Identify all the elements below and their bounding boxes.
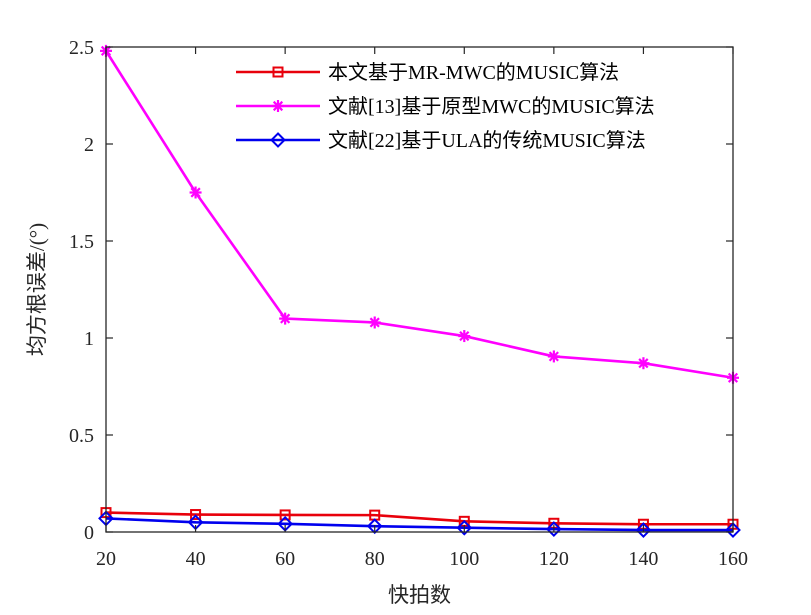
x-tick-label: 120 bbox=[539, 548, 569, 570]
legend-label: 文献[13]基于原型MWC的MUSIC算法 bbox=[328, 95, 655, 118]
y-tick-label: 1.5 bbox=[69, 231, 94, 253]
x-tick-label: 80 bbox=[365, 548, 385, 570]
series-2-point bbox=[547, 350, 560, 363]
series-2-point bbox=[458, 330, 471, 343]
y-tick-label: 1 bbox=[84, 328, 94, 350]
legend-label: 本文基于MR-MWC的MUSIC算法 bbox=[328, 61, 619, 84]
series-3-point bbox=[725, 522, 741, 538]
y-tick-label: 0.5 bbox=[69, 425, 94, 447]
plot-area bbox=[106, 47, 733, 532]
legend-marker bbox=[272, 66, 284, 78]
series-2-point bbox=[189, 186, 202, 199]
series-3-point bbox=[366, 518, 383, 535]
series-3-point bbox=[545, 521, 562, 538]
series-3-line bbox=[105, 517, 733, 532]
legend-label: 文献[22]基于ULA的传统MUSIC算法 bbox=[328, 129, 646, 152]
x-axis-label: 快拍数 bbox=[388, 583, 451, 607]
series-1-line bbox=[105, 511, 733, 526]
y-tick-label: 2.5 bbox=[69, 37, 94, 59]
y-axis-label: 均方根误差/(°) bbox=[25, 223, 49, 356]
series-1-point bbox=[279, 509, 291, 521]
x-tick-label: 20 bbox=[96, 548, 116, 570]
x-tick-label: 140 bbox=[628, 548, 658, 570]
series-3-point bbox=[456, 519, 473, 536]
x-tick-label: 40 bbox=[186, 548, 206, 570]
y-tick-label: 0 bbox=[84, 522, 94, 544]
legend-marker bbox=[272, 100, 284, 112]
x-tick-label: 100 bbox=[449, 548, 479, 570]
series-2-point bbox=[637, 357, 650, 370]
series-2-point bbox=[368, 316, 381, 329]
series-3-point bbox=[635, 522, 652, 538]
series-1-point bbox=[190, 509, 202, 521]
legend-item: 本文基于MR-MWC的MUSIC算法 bbox=[236, 61, 619, 84]
series-2-line bbox=[104, 50, 734, 380]
series-3 bbox=[98, 510, 741, 538]
y-tick-label: 2 bbox=[84, 134, 94, 156]
legend-item: 文献[13]基于原型MWC的MUSIC算法 bbox=[236, 95, 655, 118]
x-tick-label: 60 bbox=[275, 548, 295, 570]
axes-box bbox=[105, 46, 734, 533]
legend-item: 文献[22]基于ULA的传统MUSIC算法 bbox=[236, 129, 646, 152]
legend-marker bbox=[270, 132, 286, 148]
series-2-point bbox=[279, 312, 292, 325]
x-tick-label: 160 bbox=[718, 548, 748, 570]
